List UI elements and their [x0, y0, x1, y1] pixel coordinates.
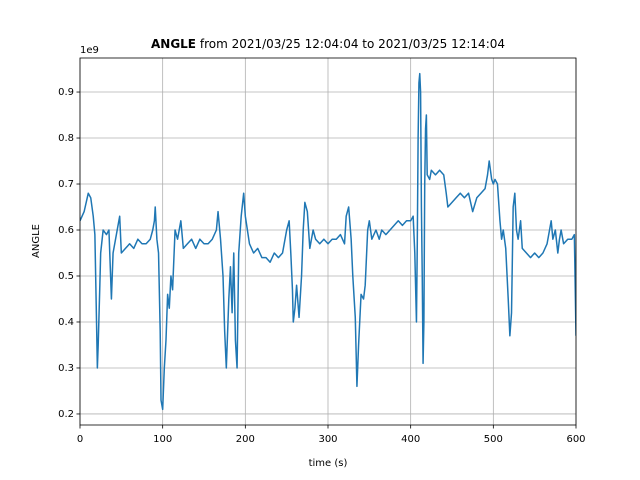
- x-tick-label: 200: [236, 434, 255, 445]
- chart-title: ANGLE from 2021/03/25 12:04:04 to 2021/0…: [151, 37, 505, 51]
- plot-frame: [79, 57, 577, 426]
- x-tick-label: 500: [484, 434, 503, 445]
- y-tick-label: 0.7: [58, 179, 74, 190]
- x-tick-label: 0: [77, 434, 83, 445]
- x-tick-label: 100: [153, 434, 172, 445]
- y-offset-label: 1e9: [80, 45, 99, 56]
- x-tick-label: 600: [566, 434, 585, 445]
- x-tick-label: 300: [318, 434, 337, 445]
- y-axis-label: ANGLE: [31, 224, 42, 258]
- y-tick-label: 0.6: [58, 225, 74, 236]
- y-tick-label: 0.4: [58, 317, 74, 328]
- y-tick-label: 0.2: [58, 409, 74, 420]
- y-tick-label: 0.8: [58, 133, 74, 144]
- x-tick-label: 400: [401, 434, 420, 445]
- y-tick-label: 0.3: [58, 363, 74, 374]
- x-axis-label: time (s): [309, 458, 348, 469]
- data-line: [80, 72, 576, 411]
- y-tick-label: 0.5: [58, 271, 74, 282]
- y-tick-label: 0.9: [58, 87, 74, 98]
- title-bold: ANGLE: [151, 37, 196, 51]
- title-rest: from 2021/03/25 12:04:04 to 2021/03/25 1…: [200, 37, 505, 51]
